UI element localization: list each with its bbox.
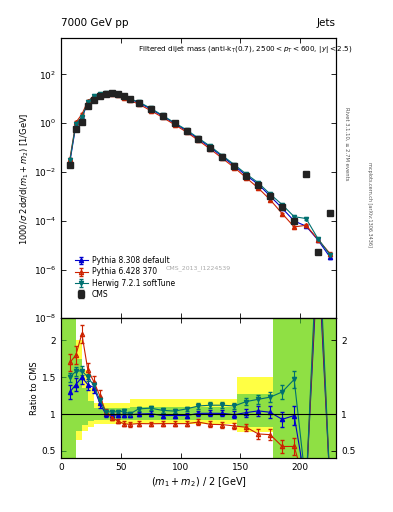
Legend: Pythia 8.308 default, Pythia 6.428 370, Herwig 7.2.1 softTune, CMS: Pythia 8.308 default, Pythia 6.428 370, … xyxy=(73,254,177,301)
Text: Filtered dijet mass $(\mathrm{anti\text{-}k_T}(0.7),\,2500{<}p_T{<}600,\,|y|{<}2: Filtered dijet mass $(\mathrm{anti\text{… xyxy=(138,44,353,55)
Text: Jets: Jets xyxy=(317,18,336,28)
Y-axis label: $1000/\sigma\;2\mathrm{d}\sigma/\mathrm{d}(m_1+m_2)\;[1/\mathrm{GeV}]$: $1000/\sigma\;2\mathrm{d}\sigma/\mathrm{… xyxy=(18,112,31,245)
Text: 7000 GeV pp: 7000 GeV pp xyxy=(61,18,129,28)
Text: mcplots.cern.ch [arXiv:1306.3436]: mcplots.cern.ch [arXiv:1306.3436] xyxy=(367,162,373,247)
Text: Rivet 3.1.10, ≥ 2.7M events: Rivet 3.1.10, ≥ 2.7M events xyxy=(344,106,349,180)
X-axis label: $(m_1 + m_2)\ /\ 2\ [\mathrm{GeV}]$: $(m_1 + m_2)\ /\ 2\ [\mathrm{GeV}]$ xyxy=(151,475,246,488)
Text: CMS_2013_I1224539: CMS_2013_I1224539 xyxy=(166,265,231,271)
Y-axis label: Ratio to CMS: Ratio to CMS xyxy=(30,361,39,415)
